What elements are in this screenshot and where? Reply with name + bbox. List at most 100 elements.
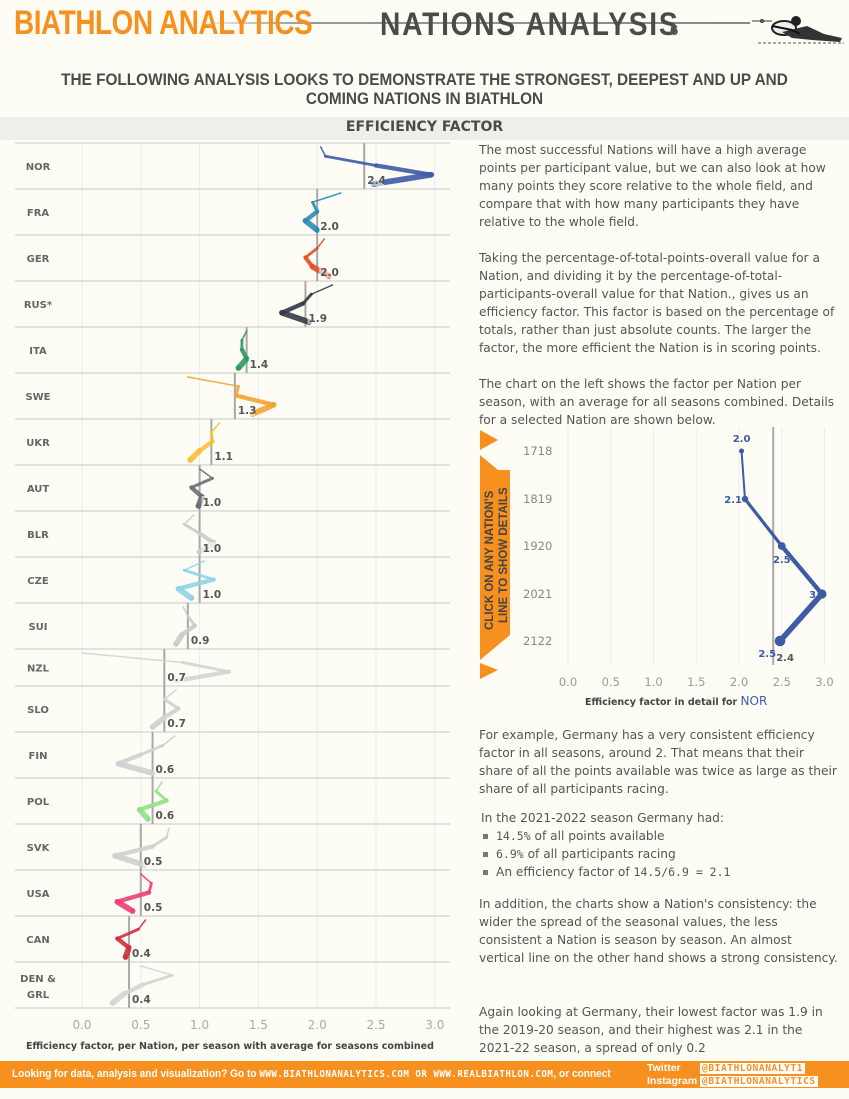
season-point (129, 908, 136, 914)
season-segment (241, 330, 248, 341)
season-point (324, 155, 327, 158)
nation-row-blr: BLR 1.0 (27, 511, 221, 557)
season-segment (112, 852, 148, 868)
season-segment (249, 401, 277, 417)
season-point (144, 919, 147, 921)
detail-season-label: 2021 (523, 587, 552, 601)
season-segment (115, 890, 152, 904)
season-point (186, 615, 189, 618)
detail-segment (743, 497, 784, 548)
click-details-ribbon: CLICK ON ANY NATION'S LINE TO SHOW DETAIL… (480, 430, 510, 679)
season-point (211, 477, 214, 480)
brand-logo-text[interactable]: BIATHLON ANALYTICS (14, 4, 313, 42)
header-rule (190, 22, 750, 24)
season-point (246, 330, 248, 332)
x-tick-label: 1.0 (190, 1018, 209, 1032)
season-point (193, 514, 195, 516)
detail-x-tick-label: 3.0 (815, 675, 833, 689)
season-point (176, 586, 181, 591)
nation-label: AUT (27, 484, 50, 495)
biathlonanalytics-link[interactable]: WWW.BIATHLONANALYTICS.COM (259, 1069, 410, 1080)
intro-paragraph: The most successful Nations will have a … (479, 141, 839, 231)
points-share-text: of all points available (530, 829, 665, 843)
nation-row-svk: SVK 0.5 (27, 824, 170, 870)
season-point (180, 661, 184, 664)
list-item: 6.9% of all participants racing (481, 845, 841, 863)
twitter-handle-link[interactable]: @BIATHLONANALYT1 (700, 1063, 806, 1074)
average-label: 1.0 (203, 543, 222, 555)
season-point (340, 192, 342, 194)
season-point (183, 569, 186, 572)
season-segment (323, 154, 378, 167)
instagram-handle-link[interactable]: @BIATHLONANALYTICS (700, 1076, 818, 1087)
season-point (199, 468, 201, 470)
nation-label: NZL (27, 664, 50, 675)
season-segment (162, 735, 176, 746)
season-segment (176, 577, 216, 591)
participants-share-text: of all participants racing (523, 847, 676, 861)
average-label: 0.6 (156, 764, 175, 776)
factor-formula: 14.5/6.9 = 2.1 (633, 865, 731, 879)
realbiathlon-link[interactable]: WWW.REALBIATHLON.COM (433, 1069, 554, 1080)
season-point (162, 715, 167, 720)
nation-row-swe: SWE 1.3 (25, 373, 277, 419)
germany-spread-paragraph: Again looking at Germany, their lowest f… (479, 1003, 839, 1057)
germany-stats-intro: In the 2021-2022 season Germany had: (481, 811, 725, 825)
page-title: NATIONS ANALYSIS (380, 6, 680, 42)
season-point (244, 356, 249, 361)
average-label: 2.0 (320, 267, 339, 279)
average-label: 1.0 (203, 589, 222, 601)
nation-row-nzl: NZL 0.7 (27, 649, 232, 686)
footer-or: OR (409, 1069, 434, 1080)
average-label-bg (142, 855, 161, 867)
detail-data-label: 2.0 (733, 434, 751, 445)
season-point (429, 172, 434, 177)
season-segment (279, 309, 312, 325)
average-label: 2.0 (320, 221, 339, 233)
average-label-bg (189, 634, 208, 646)
factor-text: An efficiency factor of (496, 865, 634, 879)
season-point (122, 954, 129, 960)
season-segment (210, 422, 221, 433)
season-point (303, 218, 308, 223)
germany-stats-list: 14.5% of all points available 6.9% of al… (481, 827, 841, 881)
season-point (234, 393, 238, 398)
season-point (179, 632, 185, 637)
nation-row-pol: POL 0.6 (27, 778, 174, 824)
twitter-label: Twitter (647, 1062, 681, 1074)
season-point (218, 422, 221, 424)
average-label-bg (154, 763, 173, 775)
season-point (374, 163, 378, 168)
season-point (139, 752, 143, 757)
average-label: 0.6 (156, 810, 175, 822)
detail-segment (777, 591, 825, 644)
detail-point (817, 589, 827, 599)
season-segment (182, 606, 189, 617)
footer-lead: Looking for data, analysis and visualiza… (12, 1068, 260, 1080)
detail-season-label: 2122 (523, 634, 552, 648)
season-point (311, 201, 314, 204)
season-point (310, 293, 313, 296)
season-point (116, 761, 121, 766)
x-tick-label: 2.0 (308, 1018, 327, 1032)
average-label-bg (201, 588, 220, 600)
season-segment (140, 965, 174, 976)
season-point (316, 247, 319, 250)
season-point (240, 339, 244, 342)
nation-label: FIN (29, 751, 48, 762)
detail-chart-x-axis-label: Efficiency factor in detail for NOR (585, 694, 767, 708)
average-label-bg (366, 174, 385, 186)
season-point (122, 991, 127, 996)
season-point (237, 385, 240, 388)
average-label: 0.5 (144, 902, 163, 914)
list-item: An efficiency factor of 14.5/6.9 = 2.1 (481, 863, 841, 881)
average-label: 2.4 (367, 175, 386, 187)
season-segment (140, 873, 153, 884)
season-segment (373, 163, 434, 177)
nation-label: RUS* (24, 300, 53, 311)
detail-data-label: 2.5 (758, 649, 776, 660)
average-label-bg (319, 266, 338, 278)
nation-row-ita: ITA 1.4 (29, 327, 268, 373)
season-segment (165, 827, 170, 838)
season-point (109, 1000, 116, 1006)
